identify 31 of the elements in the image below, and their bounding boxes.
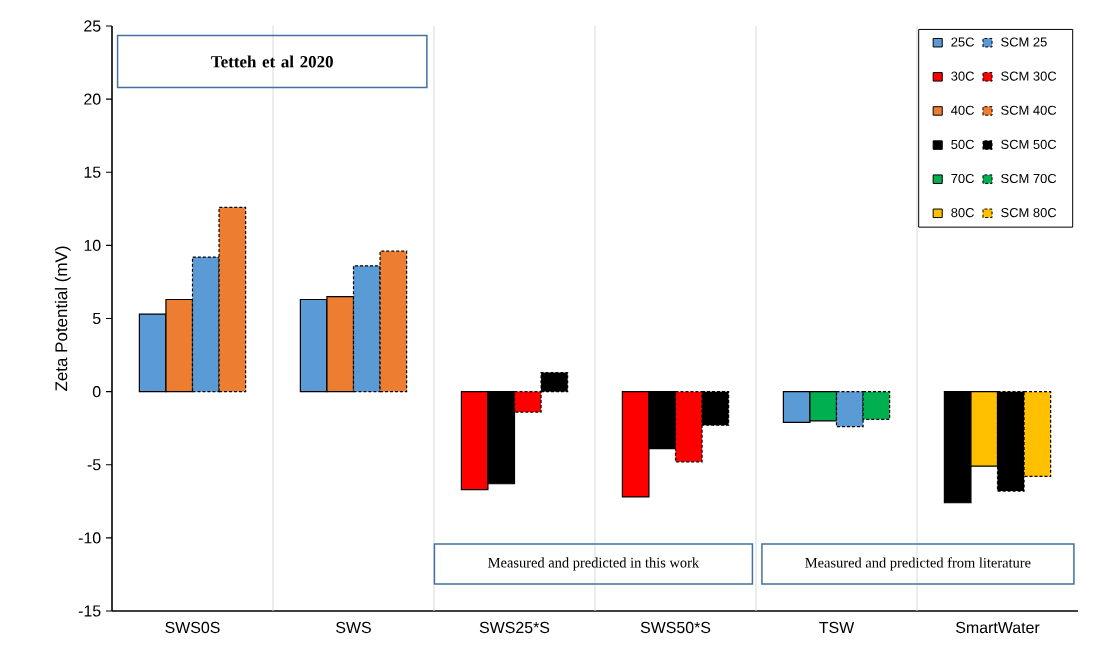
y-tick-label: 25 — [84, 20, 101, 32]
annotation: Tetteh et al 2020 — [211, 55, 333, 68]
y-tick-label: 15 — [84, 166, 101, 178]
y-tick-label: 10 — [84, 239, 101, 252]
x-tick-label: SWS50*S — [640, 621, 711, 634]
x-tick-label: SWS — [336, 621, 371, 634]
legend-label: SCM 70C — [1001, 173, 1057, 184]
x-tick-label: SmartWater — [956, 621, 1040, 634]
y-tick-label: 0 — [92, 385, 101, 398]
legend-label: 30C — [951, 71, 974, 81]
legend-label: SCM 50C — [1001, 139, 1057, 149]
annotation: Measured and predicted from literature — [805, 557, 1031, 571]
legend-label: SCM 25 — [1001, 37, 1047, 47]
legend-label: 80C — [951, 208, 974, 218]
legend-label: 40C — [951, 105, 974, 115]
legend-label: SCM 30C — [1001, 71, 1057, 81]
legend-label: SCM 40C — [1001, 105, 1057, 115]
legend-label: 25C — [951, 37, 974, 47]
y-tick-label: -15 — [78, 605, 101, 617]
y-tick-label: 5 — [92, 312, 101, 325]
legend-label: SCM 80C — [1001, 208, 1057, 218]
y-tick-label: -5 — [87, 459, 101, 471]
legend-label: 70C — [951, 173, 974, 184]
x-tick-label: SWS25*S — [479, 621, 550, 634]
annotation: Measured and predicted in this work — [488, 557, 700, 571]
legend-label: 50C — [951, 139, 974, 149]
y-tick-label: -10 — [78, 532, 101, 544]
x-tick-label: TSW — [819, 621, 855, 634]
x-tick-label: SWS0S — [165, 621, 220, 634]
y-tick-label: 20 — [84, 93, 101, 105]
y-axis-title: Zeta Potential (mV) — [54, 246, 71, 391]
